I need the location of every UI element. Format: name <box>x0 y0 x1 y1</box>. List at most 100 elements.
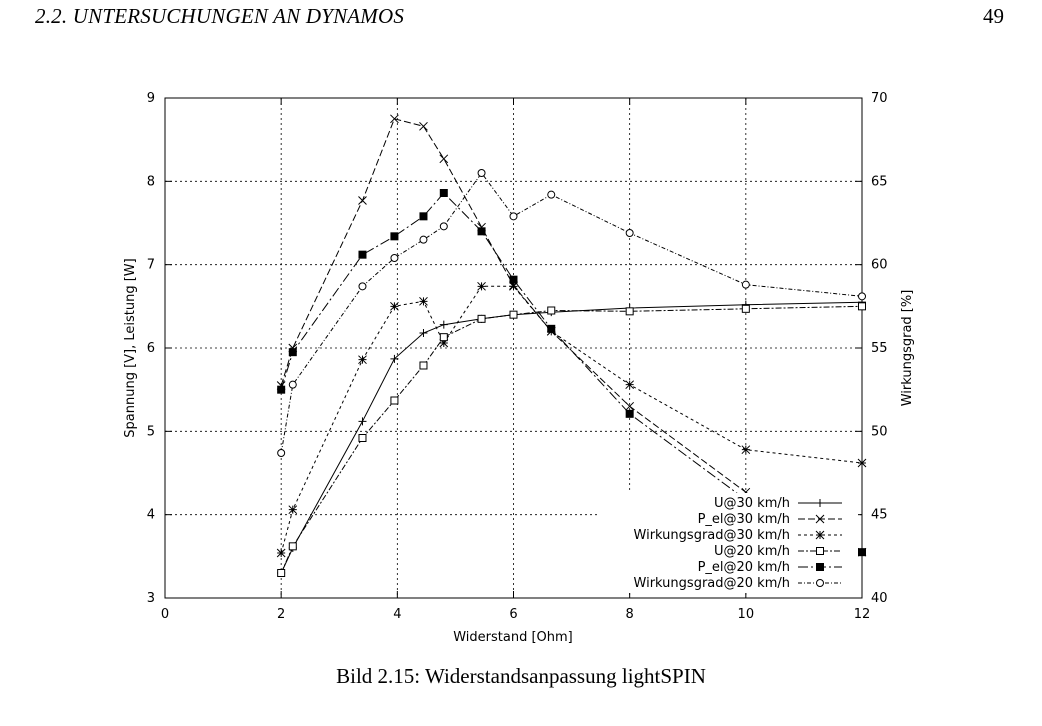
x-tick-label: 10 <box>738 607 755 622</box>
y-tick-label: 6 <box>147 341 155 356</box>
data-point <box>439 222 448 231</box>
y2-tick-label: 45 <box>871 508 888 523</box>
data-point <box>547 306 556 315</box>
legend-marker <box>816 499 824 507</box>
data-point <box>419 329 428 337</box>
series-line <box>280 172 863 454</box>
data-point <box>390 232 399 241</box>
legend-label: Wirkungsgrad@30 km/h <box>634 528 790 543</box>
series-line <box>280 118 863 553</box>
data-point <box>288 348 297 357</box>
series-layer <box>276 114 867 577</box>
legend-marker <box>816 563 824 571</box>
y-tick-labels: 3 4 5 6 7 8 9 <box>147 91 155 606</box>
data-point <box>625 401 635 411</box>
data-point <box>439 333 448 342</box>
data-point <box>288 380 297 389</box>
data-point <box>547 324 556 333</box>
data-point <box>390 254 399 262</box>
data-point <box>358 196 367 205</box>
legend-label: U@30 km/h <box>714 496 790 511</box>
data-point <box>741 304 750 313</box>
data-point <box>276 548 286 558</box>
x-tick-label: 4 <box>393 607 401 622</box>
data-point <box>547 190 556 199</box>
data-point <box>277 569 286 577</box>
data-point <box>477 281 486 291</box>
y2-tick-label: 70 <box>871 91 888 106</box>
data-point <box>741 445 751 455</box>
legend-marker <box>816 579 824 587</box>
data-point <box>358 417 367 426</box>
y2-tick-label: 55 <box>871 341 888 356</box>
data-point <box>419 121 428 131</box>
data-point <box>509 281 518 291</box>
x-tick-label: 0 <box>161 607 169 622</box>
data-point <box>625 229 634 237</box>
page-header: 2.2. UNTERSUCHUNGEN AN DYNAMOS 49 <box>0 0 1042 40</box>
series-5 <box>277 189 866 557</box>
x-tick-labels: 0 2 4 6 8 10 12 <box>161 607 870 622</box>
data-point <box>390 114 399 124</box>
legend-background <box>600 493 858 593</box>
data-point <box>277 449 286 457</box>
x-tick-label: 12 <box>854 607 871 622</box>
y2-tick-labels: 40 45 50 55 60 65 70 <box>871 91 888 606</box>
legend-label: U@20 km/h <box>714 544 790 559</box>
data-point <box>419 235 428 244</box>
x-tick-label: 8 <box>626 607 634 622</box>
data-point <box>439 338 449 348</box>
series-line <box>280 301 863 574</box>
y-tick-label: 7 <box>147 258 155 273</box>
data-point <box>439 189 448 197</box>
data-point <box>625 307 634 316</box>
data-point <box>419 361 428 370</box>
y-tick-label: 3 <box>147 591 155 606</box>
data-point <box>509 212 518 221</box>
data-point <box>857 458 867 468</box>
data-point <box>439 154 449 164</box>
data-point <box>439 320 448 329</box>
data-point <box>509 275 518 284</box>
data-point <box>477 227 486 236</box>
legend-marker <box>816 547 824 555</box>
axis-ticks <box>164 97 863 599</box>
legend-marker <box>815 530 825 540</box>
legend-label: P_el@20 km/h <box>698 560 790 575</box>
y-tick-label: 4 <box>147 508 155 523</box>
data-point <box>477 169 486 177</box>
legend-label: P_el@30 km/h <box>698 512 790 527</box>
x-tick-label: 2 <box>277 607 285 622</box>
data-point <box>390 301 399 311</box>
data-point <box>858 302 866 311</box>
data-point <box>625 409 634 418</box>
series-6 <box>277 169 866 457</box>
page-number: 49 <box>983 4 1004 28</box>
data-point <box>288 542 297 551</box>
y-tick-label: 9 <box>147 91 155 106</box>
y2-tick-label: 40 <box>871 591 888 606</box>
x-axis-label: Widerstand [Ohm] <box>453 630 573 645</box>
series-line <box>280 192 863 553</box>
legend-marker <box>815 514 825 524</box>
data-point <box>477 314 486 323</box>
y-tick-label: 5 <box>147 424 155 439</box>
series-4 <box>277 302 866 577</box>
y2-tick-label: 60 <box>871 258 888 273</box>
series-line <box>280 305 863 574</box>
data-point <box>358 250 367 259</box>
figure-caption: Bild 2.15: Widerstandsanpassung lightSPI… <box>336 664 706 688</box>
data-point <box>358 434 367 442</box>
y2-tick-label: 65 <box>871 174 888 189</box>
data-point <box>419 296 428 306</box>
y-axis-label: Spannung [V], Leistung [W] <box>123 258 138 437</box>
series-line <box>280 285 863 554</box>
running-head: 2.2. UNTERSUCHUNGEN AN DYNAMOS <box>35 4 405 28</box>
data-point <box>509 310 518 319</box>
data-point <box>390 396 399 405</box>
y2-axis-label: Wirkungsgrad [%] <box>900 290 915 407</box>
data-point <box>419 212 428 221</box>
data-point <box>288 505 298 515</box>
